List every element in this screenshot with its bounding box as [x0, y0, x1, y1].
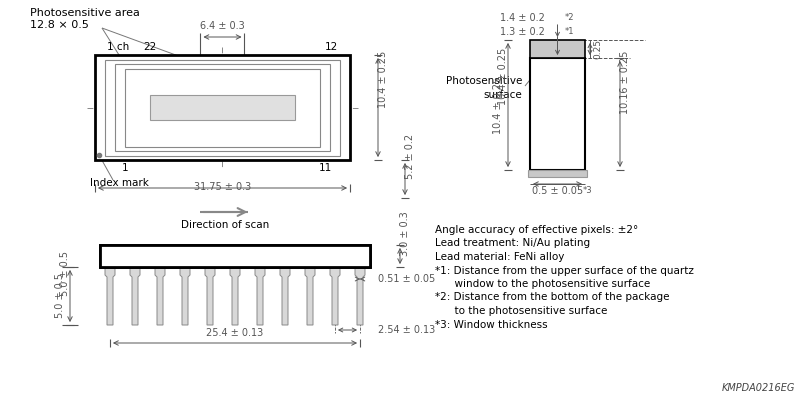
Text: 12: 12: [324, 42, 337, 52]
Text: 31.75 ± 0.3: 31.75 ± 0.3: [194, 182, 251, 192]
Polygon shape: [230, 267, 240, 325]
Text: *3: Window thickness: *3: Window thickness: [434, 320, 547, 330]
Text: *3: *3: [582, 186, 592, 195]
Text: 1.3 ± 0.2: 1.3 ± 0.2: [499, 27, 544, 37]
Text: *1: *1: [565, 28, 574, 36]
Bar: [95, 55, 349, 160]
Text: 0.5 ± 0.05: 0.5 ± 0.05: [532, 186, 582, 196]
Text: 12.8 × 0.5: 12.8 × 0.5: [30, 20, 89, 30]
Polygon shape: [304, 267, 315, 325]
Text: 5.2 ± 0.2: 5.2 ± 0.2: [405, 134, 414, 179]
Bar: [529, 40, 585, 58]
Bar: [105, 60, 340, 156]
Polygon shape: [355, 267, 365, 325]
Polygon shape: [329, 267, 340, 325]
Text: Direction of scan: Direction of scan: [181, 220, 269, 230]
Text: Angle accuracy of effective pixels: ±2°: Angle accuracy of effective pixels: ±2°: [434, 225, 638, 235]
Polygon shape: [279, 267, 290, 325]
Bar: [528, 170, 586, 177]
Text: 10.4 ± 0.25: 10.4 ± 0.25: [492, 76, 503, 134]
Text: to the photosensitive surface: to the photosensitive surface: [434, 306, 606, 316]
Text: 10.4 ± 0.25: 10.4 ± 0.25: [377, 50, 388, 108]
Text: 1: 1: [121, 163, 128, 173]
Polygon shape: [105, 267, 115, 325]
Polygon shape: [180, 267, 190, 325]
Bar: [150, 95, 295, 120]
Text: 1 ch: 1 ch: [107, 42, 129, 52]
Text: 25.4 ± 0.13: 25.4 ± 0.13: [206, 328, 263, 338]
Bar: [124, 68, 320, 146]
Text: KMPDA0216EG: KMPDA0216EG: [721, 383, 794, 393]
Text: Lead treatment: Ni/Au plating: Lead treatment: Ni/Au plating: [434, 238, 589, 248]
Text: 3.0 ± 0.3: 3.0 ± 0.3: [400, 211, 410, 256]
Text: 5.0 ± 0.5: 5.0 ± 0.5: [55, 274, 65, 318]
Text: 1.4 ± 0.2: 1.4 ± 0.2: [499, 13, 544, 23]
Bar: [529, 58, 585, 170]
Text: 0.25: 0.25: [593, 39, 601, 59]
Bar: [115, 64, 329, 151]
Text: 11: 11: [318, 163, 331, 173]
Bar: [100, 245, 369, 267]
Text: 10.4 ± 0.25: 10.4 ± 0.25: [497, 48, 507, 105]
Text: 10.16 ± 0.25: 10.16 ± 0.25: [619, 51, 630, 114]
Text: Photosensitive
surface: Photosensitive surface: [445, 76, 521, 100]
Polygon shape: [130, 267, 140, 325]
Text: Photosensitive area: Photosensitive area: [30, 8, 140, 18]
Polygon shape: [255, 267, 265, 325]
Text: 2.54 ± 0.13: 2.54 ± 0.13: [377, 325, 434, 335]
Text: 22: 22: [143, 42, 157, 52]
Text: *1: Distance from the upper surface of the quartz: *1: Distance from the upper surface of t…: [434, 266, 693, 276]
Bar: [100, 245, 369, 267]
Text: window to the photosensitive surface: window to the photosensitive surface: [434, 279, 650, 289]
Text: *2: *2: [565, 14, 574, 22]
Text: 0.51 ± 0.05: 0.51 ± 0.05: [377, 274, 434, 284]
Text: Lead material: FeNi alloy: Lead material: FeNi alloy: [434, 252, 564, 262]
Polygon shape: [155, 267, 165, 325]
Polygon shape: [205, 267, 214, 325]
Text: 5.0 ± 0.5: 5.0 ± 0.5: [60, 251, 70, 296]
Text: *2: Distance from the bottom of the package: *2: Distance from the bottom of the pack…: [434, 292, 669, 302]
Text: 6.4 ± 0.3: 6.4 ± 0.3: [200, 21, 245, 31]
Text: Index mark: Index mark: [90, 178, 149, 188]
